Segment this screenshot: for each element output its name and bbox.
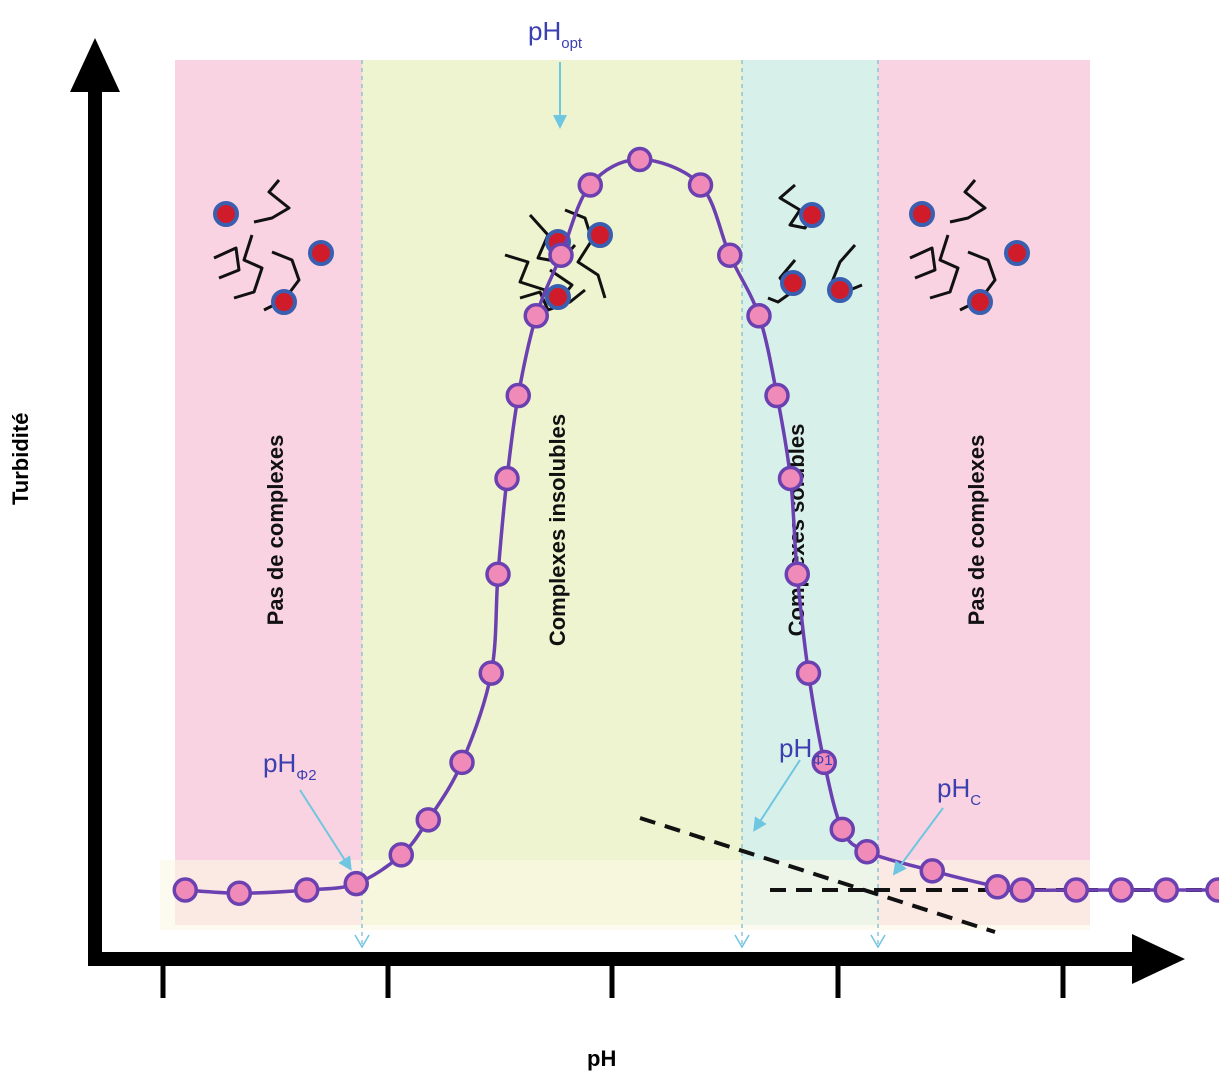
y-axis-arrow-icon bbox=[70, 38, 120, 92]
data-point bbox=[854, 838, 880, 865]
ph-phi2-label: pHΦ2 bbox=[263, 748, 317, 784]
ph-phi2-arrow-icon bbox=[299, 789, 352, 871]
data-point bbox=[627, 146, 653, 173]
data-point bbox=[984, 874, 1011, 900]
polymer-chain-icon bbox=[213, 246, 241, 280]
data-point bbox=[746, 303, 772, 329]
protein-particle-icon bbox=[1004, 240, 1030, 266]
zone-label: Complexes insolubles bbox=[545, 414, 570, 646]
data-point bbox=[829, 816, 855, 843]
protein-particle-icon bbox=[780, 270, 806, 296]
divider-arrow-icon bbox=[354, 934, 370, 949]
data-point bbox=[1153, 877, 1179, 903]
data-point bbox=[811, 749, 837, 776]
protein-particle-icon bbox=[967, 289, 993, 315]
data-point bbox=[485, 561, 511, 587]
data-point bbox=[478, 660, 504, 686]
zone-band bbox=[175, 60, 362, 925]
protein-particle-icon bbox=[308, 240, 334, 266]
polymer-chain-icon bbox=[929, 234, 960, 300]
data-point bbox=[294, 877, 320, 903]
polymer-chain-icon bbox=[909, 246, 937, 280]
axes bbox=[70, 38, 1185, 998]
ph-phi1-label: pHΦ1 bbox=[779, 733, 833, 769]
data-point bbox=[548, 242, 574, 268]
tangent-line-descending bbox=[639, 816, 996, 934]
protein-particle-icon bbox=[827, 277, 853, 303]
data-point bbox=[1009, 877, 1035, 903]
ph-opt-label: pHopt bbox=[528, 16, 583, 52]
data-points bbox=[172, 146, 1219, 906]
data-point bbox=[777, 465, 804, 492]
protein-particle-icon bbox=[799, 202, 825, 228]
molecule-illustrations bbox=[213, 179, 1030, 315]
polymer-chain-icon bbox=[949, 179, 987, 224]
zone-label: Pas de complexes bbox=[964, 435, 989, 626]
data-point bbox=[523, 303, 549, 329]
zone-dividers bbox=[354, 60, 886, 949]
data-point bbox=[577, 172, 603, 198]
data-point bbox=[494, 465, 520, 492]
ph-annotations: pHopt pHΦ2 pHΦ1 pHC bbox=[263, 16, 981, 876]
polymer-chain-icon bbox=[233, 234, 264, 300]
y-axis-label: Turbidité bbox=[8, 412, 33, 505]
zone-band bbox=[878, 60, 1090, 925]
polymer-chain-icon bbox=[564, 208, 607, 299]
x-axis-label: pH bbox=[587, 1046, 617, 1071]
data-point bbox=[172, 877, 198, 903]
data-point bbox=[1108, 877, 1134, 903]
zone-band bbox=[362, 60, 742, 925]
data-point bbox=[1205, 877, 1219, 903]
protein-particle-icon bbox=[587, 222, 613, 248]
polymer-chain-icon bbox=[253, 179, 291, 224]
ph-c-arrow-icon bbox=[892, 807, 944, 876]
protein-particle-icon bbox=[271, 289, 297, 315]
protein-particle-icon bbox=[213, 201, 239, 227]
polymer-chain-icon bbox=[519, 288, 586, 312]
x-axis-arrow-icon bbox=[1132, 934, 1185, 984]
data-point bbox=[343, 870, 369, 897]
zone-labels: Pas de complexes Complexes insolubles Comp… bbox=[263, 414, 989, 646]
data-point bbox=[505, 382, 531, 409]
data-point bbox=[687, 172, 714, 198]
data-point bbox=[795, 660, 822, 686]
divider-arrow-icon bbox=[870, 934, 886, 949]
ph-c-label: pHC bbox=[937, 773, 981, 809]
ph-phi1-arrow-icon bbox=[753, 759, 801, 832]
data-point bbox=[764, 382, 790, 409]
data-point bbox=[415, 807, 441, 833]
data-point bbox=[388, 842, 414, 868]
zone-band bbox=[742, 60, 878, 925]
data-point bbox=[226, 880, 252, 906]
zone-label: Pas de complexes bbox=[263, 435, 288, 626]
protein-particle-icon bbox=[909, 201, 935, 227]
protein-particle-icon bbox=[545, 284, 571, 310]
data-point bbox=[919, 858, 945, 884]
data-point bbox=[717, 242, 743, 268]
data-point bbox=[449, 749, 475, 776]
divider-arrow-icon bbox=[734, 934, 750, 949]
data-point bbox=[784, 561, 810, 587]
data-point bbox=[1063, 877, 1089, 903]
